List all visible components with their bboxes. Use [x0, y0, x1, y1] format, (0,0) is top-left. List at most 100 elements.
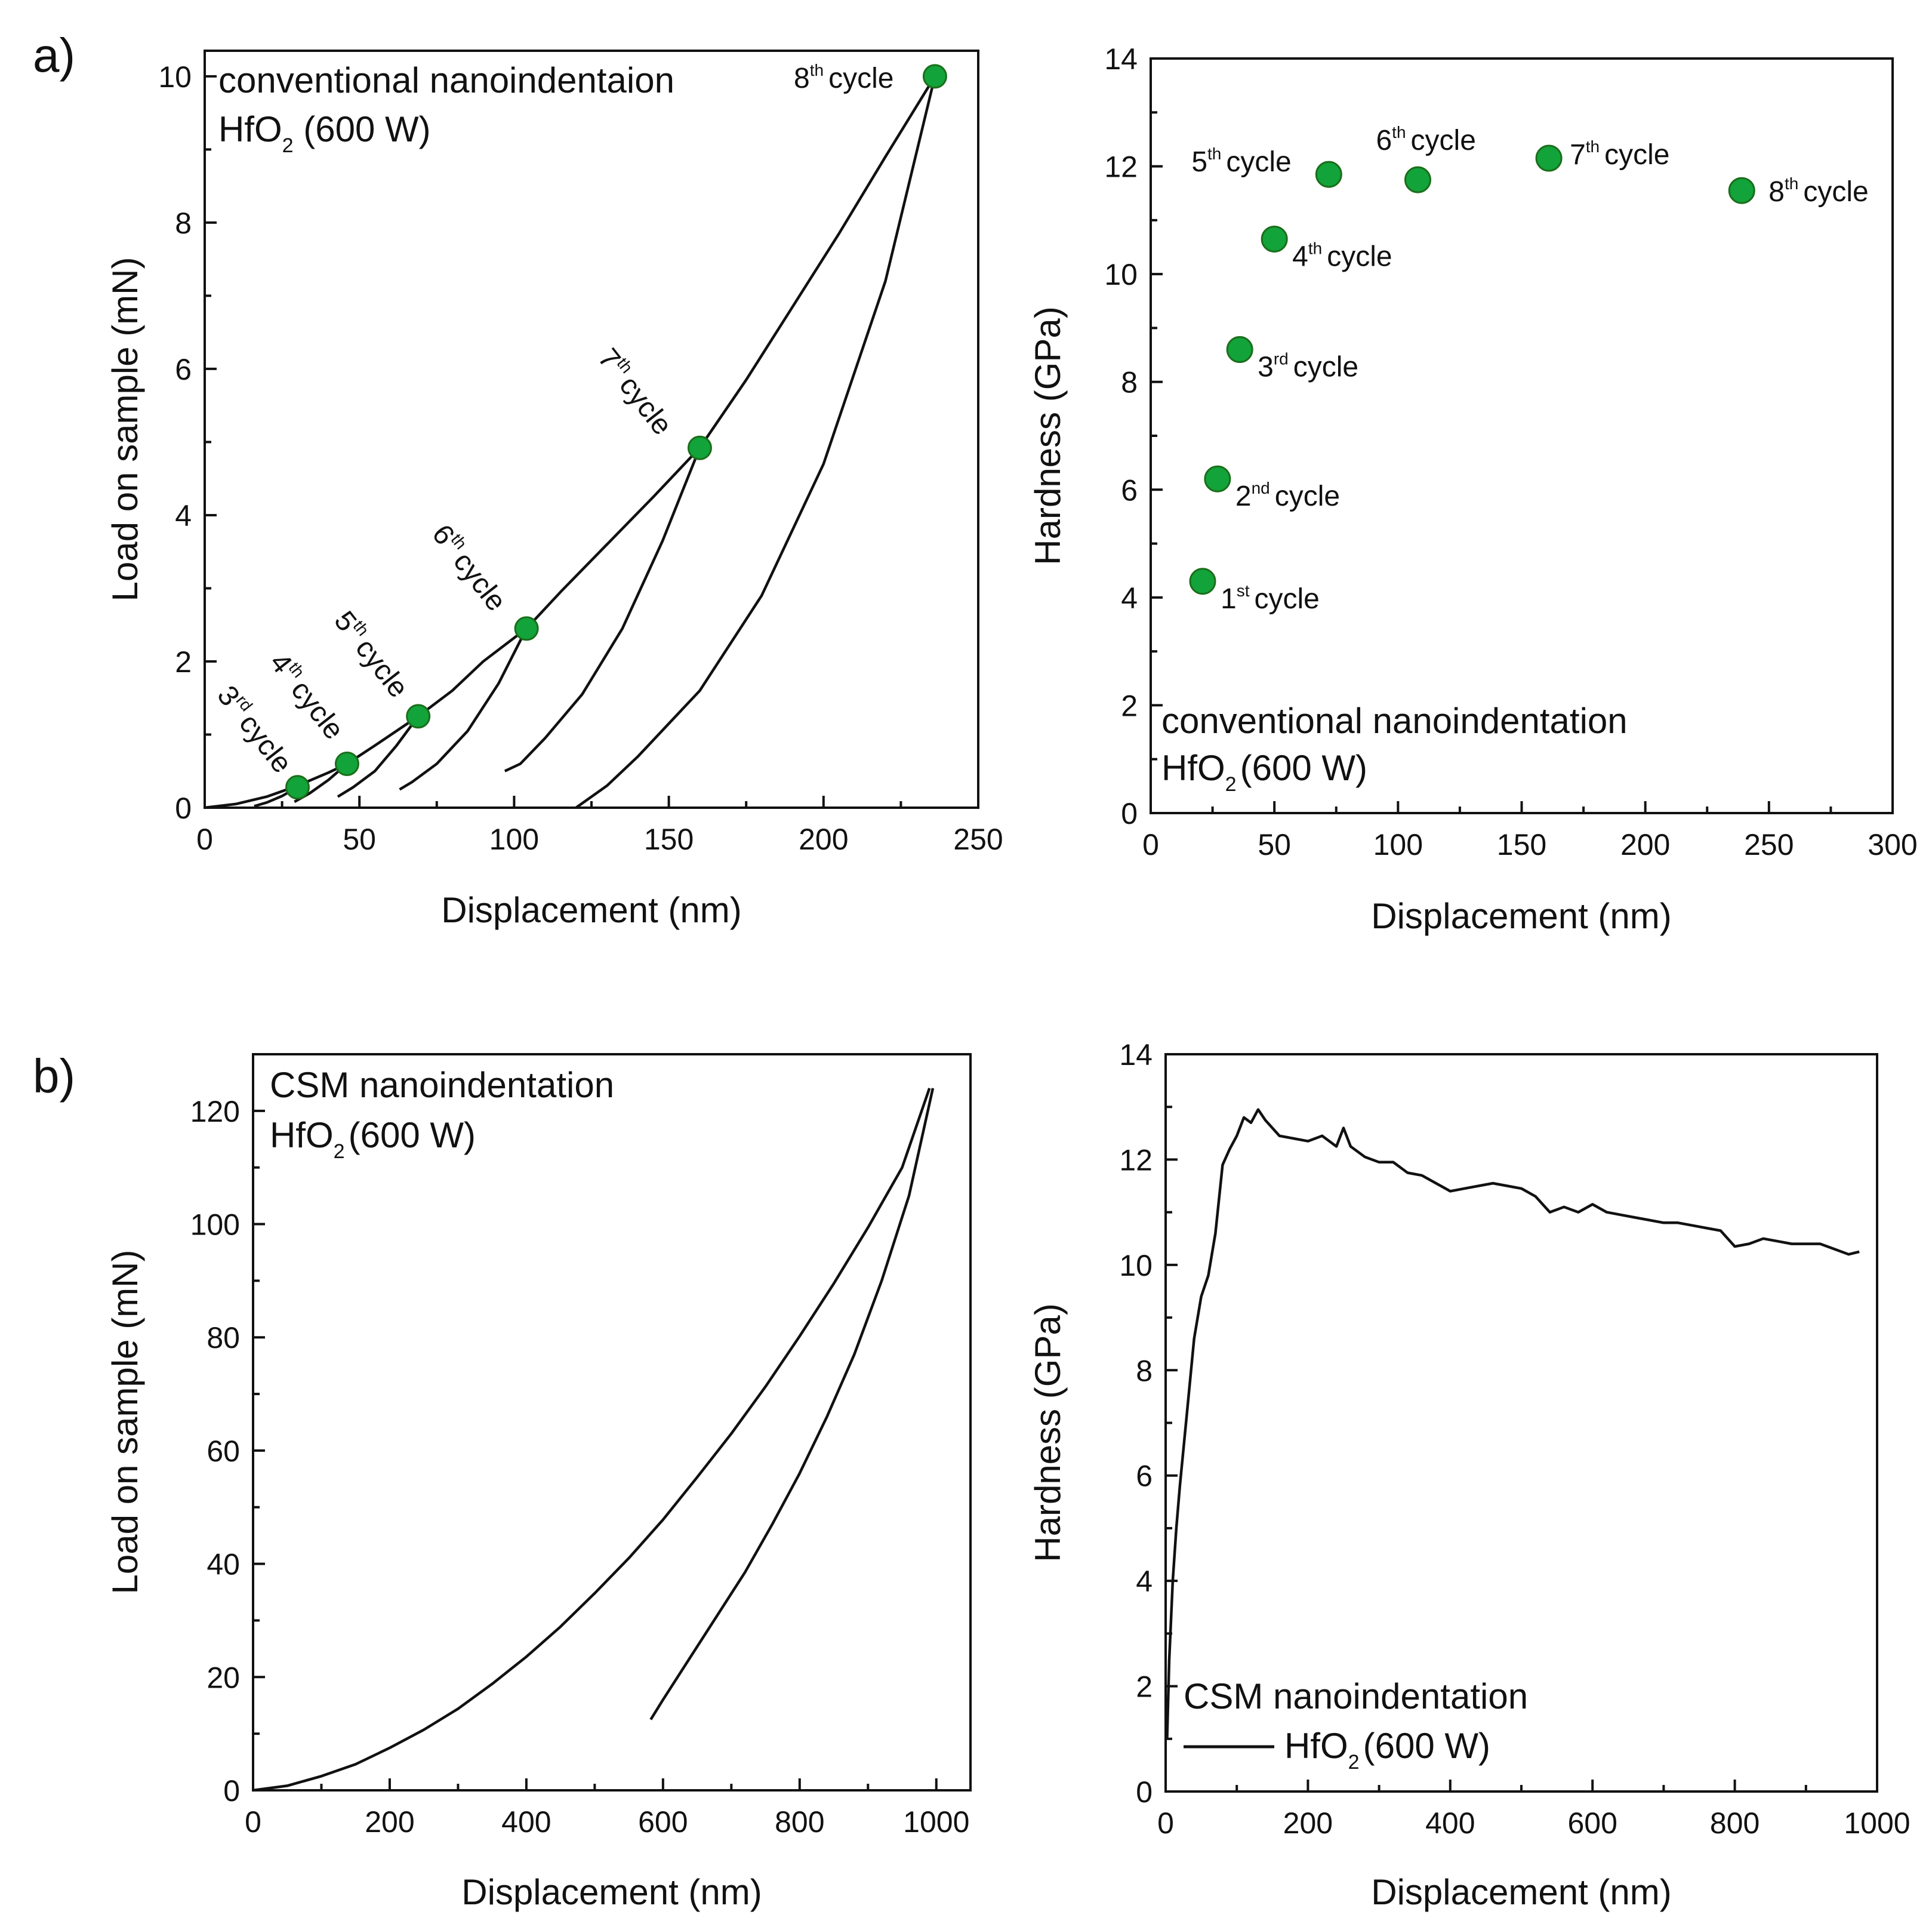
x-tick-label: 0: [196, 823, 213, 856]
annotation-line2: HfO2 (600 W): [218, 109, 431, 157]
y-tick-label: 4: [1121, 581, 1138, 615]
y-tick-label: 40: [207, 1548, 240, 1581]
cycle-labels: 1st cycle 2nd cycle 3rd cycle 4th cycle 5th cycle…: [1191, 123, 1868, 615]
hardness-point: [1261, 225, 1288, 253]
y-tick-label: 60: [207, 1435, 240, 1468]
cycle-point: [406, 704, 431, 729]
curves: [1166, 1108, 1860, 1739]
x-axis-label: Displacement (nm): [441, 890, 741, 930]
cycle-point: [285, 775, 310, 800]
x-tick-label: 50: [343, 823, 376, 856]
cycle-label: 5thcycle: [328, 604, 415, 703]
x-tick-label: 800: [775, 1805, 824, 1839]
annotation-line2: HfO2 (600 W): [270, 1115, 476, 1163]
formula-main: HfO: [270, 1115, 334, 1155]
x-axis-label: Displacement (nm): [461, 1872, 762, 1912]
annotation-line1: conventional nanoindentation: [1161, 701, 1628, 741]
y-axis-label: Hardness (GPa): [1028, 306, 1068, 565]
hardness-point: [1728, 177, 1755, 204]
x-axis-label: Displacement (nm): [1371, 1872, 1671, 1912]
panel-label-b: b): [33, 1049, 75, 1103]
panel-label-a: a): [33, 29, 75, 82]
annotation-line2: HfO2 (600 W): [1161, 748, 1367, 796]
ticks: 0 50 100 150 200 250 300 0 2 4 6 8 10 12 14: [1104, 42, 1917, 861]
cycle-label: 7thcycle: [591, 341, 679, 441]
x-tick-label: 0: [1142, 828, 1159, 861]
x-tick-label: 250: [1744, 828, 1794, 861]
hardness-curve: [1166, 1108, 1860, 1739]
y-tick-label: 20: [207, 1661, 240, 1694]
x-tick-label: 600: [1567, 1806, 1617, 1840]
y-tick-label: 10: [1104, 258, 1138, 291]
y-tick-label: 0: [175, 792, 192, 825]
cycle-label: 4thcycle: [263, 646, 351, 745]
loading-curve: [252, 1088, 931, 1792]
x-tick-label: 400: [501, 1805, 551, 1839]
curves: [252, 1088, 935, 1792]
hardness-point: [1204, 465, 1231, 492]
cycle-point: [687, 435, 712, 460]
x-tick-label: 100: [1373, 828, 1423, 861]
formula-sub: 2: [1348, 1751, 1360, 1774]
y-tick-label: 4: [175, 499, 192, 532]
y-tick-label: 0: [1121, 797, 1138, 830]
annotation-line1: CSM nanoindentation: [270, 1065, 614, 1105]
cycle-label: 2nd cycle: [1235, 479, 1340, 512]
unloading-curve: [399, 627, 528, 791]
y-tick-label: 6: [1136, 1460, 1153, 1493]
y-tick-label: 2: [175, 645, 192, 679]
y-tick-label: 12: [1119, 1143, 1153, 1177]
y-tick-label: 0: [1136, 1775, 1153, 1809]
chart-b-right-hardness: 0 200 400 600 800 1000 0 2 4 6 8 10 12 14 Displacemen…: [1028, 1038, 1911, 1912]
hardness-point: [1226, 336, 1253, 364]
x-tick-label: 800: [1710, 1806, 1760, 1840]
y-tick-label: 120: [190, 1095, 240, 1128]
y-tick-label: 12: [1104, 150, 1138, 184]
cycle-label: 8th cycle: [1768, 174, 1868, 208]
x-tick-label: 150: [644, 823, 694, 856]
chart-b-left-load: 0 200 400 600 800 1000 0 20 40 60 80 100 120 Displac…: [105, 1053, 972, 1912]
x-tick-label: 1000: [903, 1805, 969, 1839]
hardness-point: [1535, 144, 1563, 172]
ticks: 0 50 100 150 200 250 0 2 4 6 8 10: [158, 60, 1003, 856]
formula-rest: (600 W): [1363, 1726, 1490, 1766]
x-tick-label: 150: [1497, 828, 1546, 861]
x-tick-label: 300: [1868, 828, 1917, 861]
x-tick-label: 200: [1283, 1806, 1333, 1840]
y-tick-label: 14: [1104, 42, 1138, 76]
formula-main: HfO: [1284, 1726, 1348, 1766]
points: [285, 64, 947, 800]
plot-frame: [252, 1053, 972, 1792]
formula-main: HfO: [1161, 748, 1225, 788]
points: [1189, 144, 1755, 595]
x-axis-label: Displacement (nm): [1371, 896, 1671, 936]
y-tick-label: 2: [1121, 689, 1138, 722]
unloading-curve: [575, 76, 936, 809]
annotation-line1: conventional nanoindentaion: [218, 60, 674, 100]
y-tick-label: 100: [190, 1208, 240, 1242]
formula-rest: (600 W): [294, 109, 431, 149]
y-tick-label: 8: [1121, 366, 1138, 399]
y-tick-label: 6: [175, 353, 192, 386]
y-tick-label: 8: [175, 207, 192, 240]
legend-entry: HfO2 (600 W): [1284, 1726, 1490, 1774]
y-axis-label: Load on sample (mN): [105, 257, 145, 602]
x-tick-label: 200: [1620, 828, 1670, 861]
cycle-label: 6thcycle: [426, 518, 513, 617]
x-tick-label: 0: [245, 1805, 261, 1839]
x-tick-label: 200: [365, 1805, 414, 1839]
y-tick-label: 0: [223, 1774, 240, 1808]
x-tick-label: 100: [489, 823, 539, 856]
ticks: 0 200 400 600 800 1000 0 2 4 6 8 10 12 14: [1119, 1038, 1910, 1840]
y-tick-label: 8: [1136, 1354, 1153, 1387]
formula-rest: (600 W): [1240, 748, 1367, 788]
y-tick-label: 4: [1136, 1565, 1153, 1598]
cycle-label: 1st cycle: [1221, 581, 1320, 615]
x-tick-label: 1000: [1844, 1806, 1910, 1840]
y-tick-label: 10: [1119, 1249, 1153, 1282]
x-tick-label: 0: [1157, 1806, 1174, 1840]
